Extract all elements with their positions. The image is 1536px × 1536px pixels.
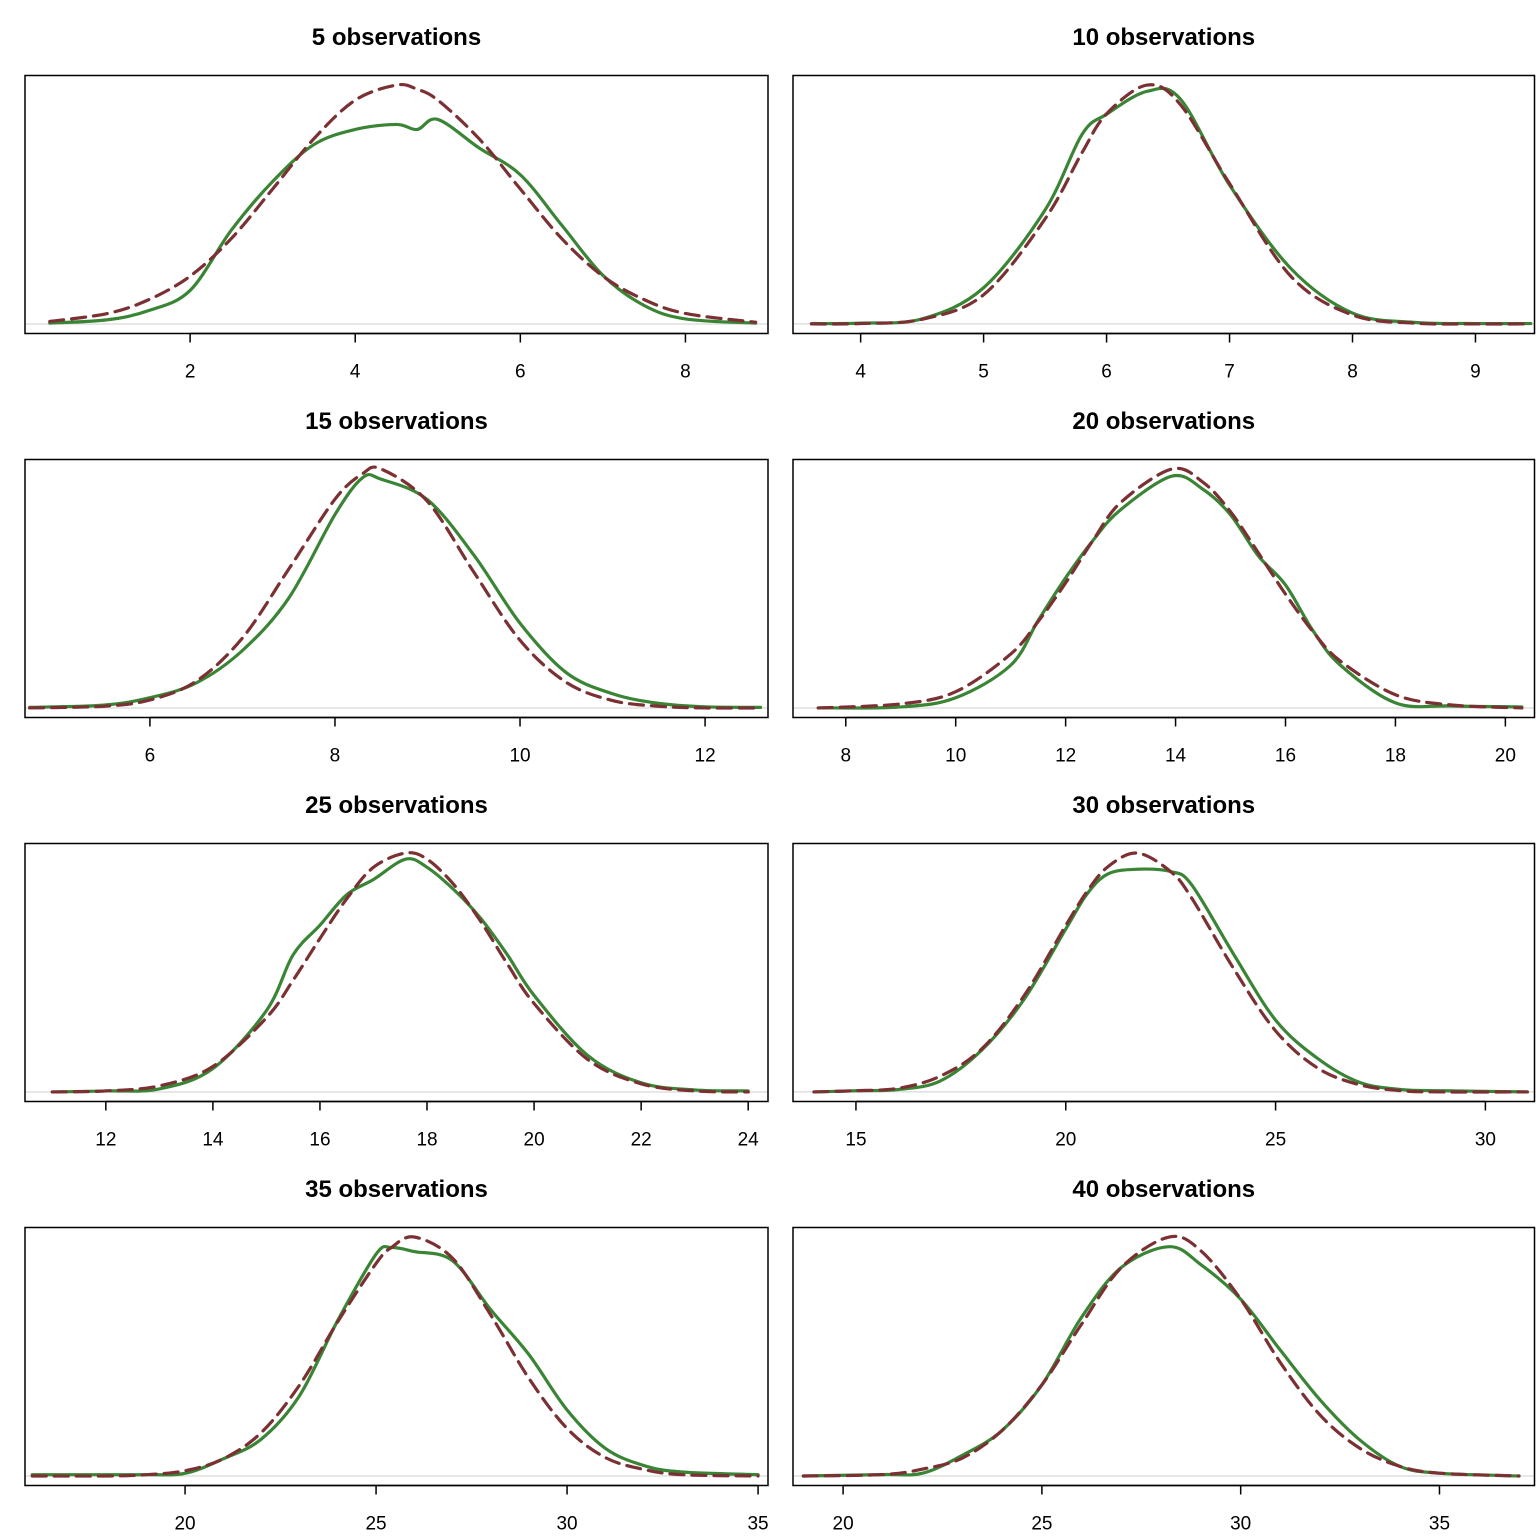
panel: 20 observations 8 10 12 14 16 18 20 — [792, 408, 1536, 767]
x-tick-label: 22 — [631, 1130, 652, 1151]
x-tick-label: 7 — [1224, 362, 1235, 383]
x-tick-label: 9 — [1470, 362, 1481, 383]
panel-title: 5 observations — [312, 24, 481, 51]
x-tick-label: 6 — [515, 362, 526, 383]
x-tick-label: 12 — [95, 1130, 116, 1151]
panel-title: 40 observations — [1072, 1176, 1255, 1203]
x-tick-label: 35 — [1429, 1514, 1450, 1535]
density-line — [801, 1245, 1521, 1478]
x-tick-label: 20 — [1055, 1130, 1076, 1151]
panel: 10 observations 4 5 6 7 8 9 — [792, 24, 1536, 383]
x-tick-label: 30 — [1230, 1514, 1251, 1535]
x-tick-label: 20 — [833, 1514, 854, 1535]
panel: 5 observations 2 4 6 8 — [24, 24, 769, 383]
x-tick-label: 30 — [1475, 1130, 1496, 1151]
density-line — [816, 473, 1524, 710]
plot-frame — [24, 1226, 769, 1487]
density-line — [809, 83, 1533, 326]
panel-title: 20 observations — [1072, 408, 1255, 435]
x-tick-label: 14 — [1165, 746, 1187, 767]
density-line — [30, 1244, 760, 1477]
density-line — [50, 851, 750, 1094]
panel: 35 observations 20 25 30 35 — [24, 1176, 769, 1535]
x-tick-label: 8 — [330, 746, 341, 767]
x-tick-label: 30 — [556, 1514, 577, 1535]
plot-frame — [24, 458, 769, 719]
density-line — [809, 86, 1533, 326]
density-line — [30, 1235, 760, 1478]
x-tick-label: 8 — [680, 362, 691, 383]
plot-frame — [792, 458, 1536, 719]
x-tick-label: 8 — [1347, 362, 1358, 383]
x-tick-label: 10 — [945, 746, 966, 767]
x-tick-label: 25 — [1265, 1130, 1286, 1151]
x-tick-label: 18 — [1385, 746, 1406, 767]
panel-title: 30 observations — [1072, 792, 1255, 819]
x-tick-label: 14 — [202, 1130, 224, 1151]
panel-title: 35 observations — [305, 1176, 488, 1203]
x-tick-label: 4 — [855, 362, 866, 383]
x-tick-label: 16 — [309, 1130, 330, 1151]
x-tick-label: 10 — [509, 746, 530, 767]
density-line — [48, 82, 758, 324]
density-line — [816, 466, 1524, 710]
x-tick-label: 25 — [365, 1514, 386, 1535]
density-line — [28, 465, 763, 710]
density-line — [48, 117, 758, 325]
density-line — [50, 857, 750, 1094]
x-tick-label: 5 — [978, 362, 989, 383]
x-tick-label: 12 — [1055, 746, 1076, 767]
panel-title: 15 observations — [305, 408, 488, 435]
panel: 40 observations 20 25 30 35 — [792, 1176, 1536, 1535]
x-tick-label: 6 — [145, 746, 156, 767]
plot-frame — [24, 74, 769, 335]
x-tick-label: 20 — [1495, 746, 1516, 767]
panel-title: 10 observations — [1072, 24, 1255, 51]
panel-title: 25 observations — [305, 792, 488, 819]
x-tick-label: 15 — [845, 1130, 866, 1151]
density-line — [801, 1234, 1521, 1478]
density-line — [812, 851, 1529, 1094]
x-tick-label: 24 — [738, 1130, 760, 1151]
x-tick-label: 35 — [747, 1514, 768, 1535]
panel: 15 observations 6 8 10 12 — [24, 408, 769, 767]
x-tick-label: 20 — [174, 1514, 195, 1535]
panel: 30 observations 15 20 25 30 — [792, 792, 1536, 1151]
density-line — [28, 472, 763, 709]
density-line — [812, 867, 1529, 1094]
x-tick-label: 16 — [1275, 746, 1296, 767]
panel: 25 observations 12 14 16 18 20 22 24 — [24, 792, 769, 1151]
plot-frame — [792, 1226, 1536, 1487]
x-tick-label: 2 — [185, 362, 196, 383]
plot-frame — [792, 842, 1536, 1103]
x-tick-label: 4 — [350, 362, 361, 383]
plot-frame — [792, 74, 1536, 335]
x-tick-label: 25 — [1031, 1514, 1052, 1535]
x-tick-label: 6 — [1101, 362, 1112, 383]
x-tick-label: 18 — [416, 1130, 437, 1151]
x-tick-label: 8 — [840, 746, 851, 767]
x-tick-label: 20 — [524, 1130, 545, 1151]
x-tick-label: 12 — [695, 746, 716, 767]
plot-frame — [24, 842, 769, 1103]
